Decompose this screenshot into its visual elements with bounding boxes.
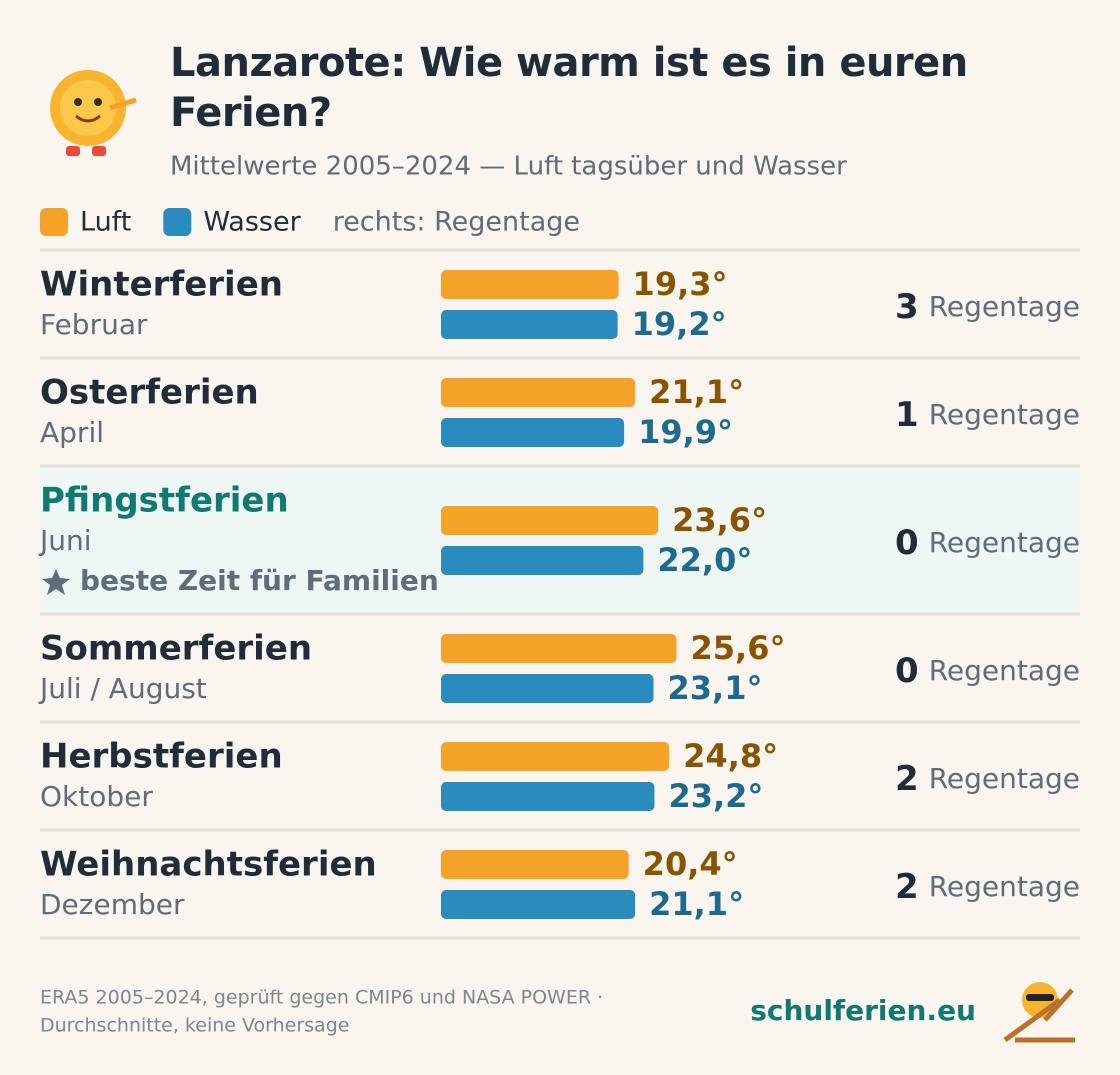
bar [441,850,629,879]
rain-days-label: Regentage [929,654,1080,687]
highlight-note: beste Zeit für Familien [80,564,439,597]
category-label: Pfingstferien [40,481,289,521]
bar [441,378,636,407]
bar [441,270,619,299]
category-note: Februar [40,308,148,341]
rain-days: 0 Regentage [895,523,1080,563]
rain-days-value: 0 [895,523,919,563]
brand: schulferien.eu [750,994,976,1027]
rain-days: 3 Regentage [895,287,1080,327]
category-label: Winterferien [40,265,283,305]
rain-days: 2 Regentage [895,759,1080,799]
value-label: 23,1° [668,669,763,707]
category-note: Dezember [40,888,185,921]
bar [441,506,659,535]
rain-days-label: Regentage [929,290,1080,323]
category-note: Oktober [40,780,153,813]
rain-days-label: Regentage [929,870,1080,903]
rain-days-label: Regentage [929,762,1080,795]
value-label: 19,3° [633,265,728,303]
legend-label: Wasser [203,207,301,238]
value-label: 21,1° [649,885,744,923]
bar [441,634,677,663]
rain-days-value: 1 [895,395,919,435]
rain-days-value: 0 [895,651,919,691]
category-label: Herbstferien [40,737,283,777]
sun-icon [50,70,137,156]
bar [441,546,644,575]
bar [441,418,625,447]
value-label: 23,6° [672,501,767,539]
value-label: 22,0° [657,541,752,579]
category-note: April [40,416,104,449]
legend-swatch [163,208,192,236]
category-note: Juli / August [38,672,207,705]
chair-icon [1003,982,1075,1043]
bar [441,674,654,703]
highlight-row [40,468,1080,612]
bar [441,890,636,919]
rain-days-value: 3 [895,287,919,327]
rain-days-value: 2 [895,759,919,799]
legend-swatch [40,208,68,236]
star-icon [42,569,70,595]
bar [441,742,670,771]
value-label: 24,8° [683,737,778,775]
subtitle: Mittelwerte 2005–2024 — Luft tagsüber un… [170,152,847,182]
bar [441,782,655,811]
rain-days: 0 Regentage [895,651,1080,691]
rain-days-label: Regentage [929,526,1080,559]
rain-days-label: Regentage [929,398,1080,431]
category-note: Juni [38,524,92,557]
value-label: 20,4° [643,845,738,883]
category-label: Weihnachtsferien [40,845,377,885]
legend-label: Luft [80,207,131,238]
value-label: 25,6° [691,629,786,667]
rain-days: 2 Regentage [895,867,1080,907]
category-label: Osterferien [40,373,259,413]
title: Lanzarote: Wie warm ist es in euren Feri… [170,40,968,136]
rain-days: 1 Regentage [895,395,1080,435]
value-label: 21,1° [649,373,744,411]
value-label: 19,2° [632,305,727,343]
value-label: 23,2° [668,777,763,815]
legend-note: rechts: Regentage [333,207,580,238]
source-note: ERA5 2005–2024, geprüft gegen CMIP6 und … [40,987,603,1009]
source-note: Durchschnitte, keine Vorhersage [40,1015,349,1037]
bar [441,310,618,339]
value-label: 19,9° [638,413,733,451]
rain-days-value: 2 [895,867,919,907]
category-label: Sommerferien [40,629,312,669]
